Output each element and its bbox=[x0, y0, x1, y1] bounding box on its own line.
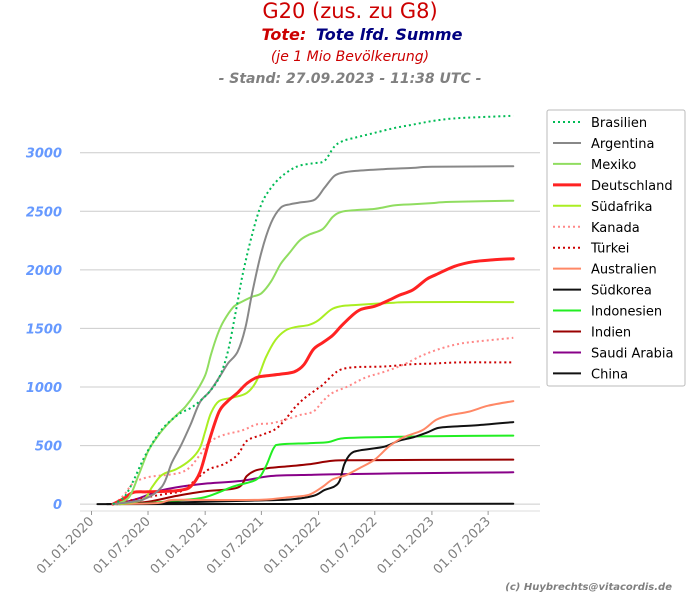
subtitle-prefix: Tote: bbox=[262, 25, 307, 44]
series-line-australien bbox=[113, 400, 515, 506]
legend-label-brasilien: Brasilien bbox=[591, 116, 647, 131]
legend-label-kanada: Kanada bbox=[591, 221, 640, 236]
legend-label-sudkorea: Südkorea bbox=[591, 284, 652, 299]
y-tick-label: 3000 bbox=[26, 147, 62, 162]
series-line-brasilien bbox=[112, 114, 514, 505]
legend-label-argentina: Argentina bbox=[591, 137, 654, 152]
legend-box bbox=[546, 109, 686, 387]
chart-title: G20 (zus. zu G8) bbox=[262, 0, 437, 23]
legend: Brasilien Argentina Mexiko Deutschland Südaf… bbox=[546, 109, 686, 387]
series-line-sudkorea bbox=[106, 421, 515, 506]
chart-subtitle-2: (je 1 Mio Bevölkerung) bbox=[271, 49, 429, 65]
legend-label-china: China bbox=[591, 367, 628, 382]
legend-items: Brasilien Argentina Mexiko Deutschland Südaf… bbox=[553, 116, 674, 382]
legend-label-mexiko: Mexiko bbox=[591, 158, 636, 173]
y-tick-label: 0 bbox=[53, 498, 62, 513]
legend-label-saudi-arabia: Saudi Arabia bbox=[591, 346, 674, 361]
y-tick-label: 2500 bbox=[26, 205, 62, 220]
chart-stand-date: - Stand: 27.09.2023 - 11:38 UTC - bbox=[219, 71, 482, 87]
legend-label-indien: Indien bbox=[591, 326, 631, 341]
y-tick-label: 1000 bbox=[26, 381, 62, 396]
legend-label-turkei: Türkei bbox=[590, 242, 629, 257]
legend-label-australien: Australien bbox=[591, 263, 657, 278]
series-lines bbox=[96, 114, 515, 506]
y-tick-label: 2000 bbox=[26, 264, 62, 279]
series-line-sudafrika bbox=[118, 301, 515, 506]
legend-label-indonesien: Indonesien bbox=[591, 305, 662, 320]
y-tick-label: 500 bbox=[35, 440, 62, 455]
credit-text: (c) Huybrechts@vitacordis.de bbox=[505, 582, 672, 593]
series-line-indien bbox=[118, 458, 515, 506]
legend-label-deutschland: Deutschland bbox=[591, 179, 673, 194]
y-tick-label: 1500 bbox=[26, 322, 62, 337]
chart-subtitle: Tote: Tote lfd. Summe bbox=[262, 25, 463, 44]
series-line-argentina bbox=[111, 165, 515, 506]
legend-label-sudafrika: Südafrika bbox=[591, 200, 653, 215]
series-line-mexiko bbox=[115, 199, 515, 506]
series-line-deutschland bbox=[111, 257, 515, 506]
y-axis: 0 500 1000 1500 2000 2500 3000 bbox=[26, 147, 62, 513]
subtitle-main: Tote lfd. Summe bbox=[316, 25, 463, 44]
